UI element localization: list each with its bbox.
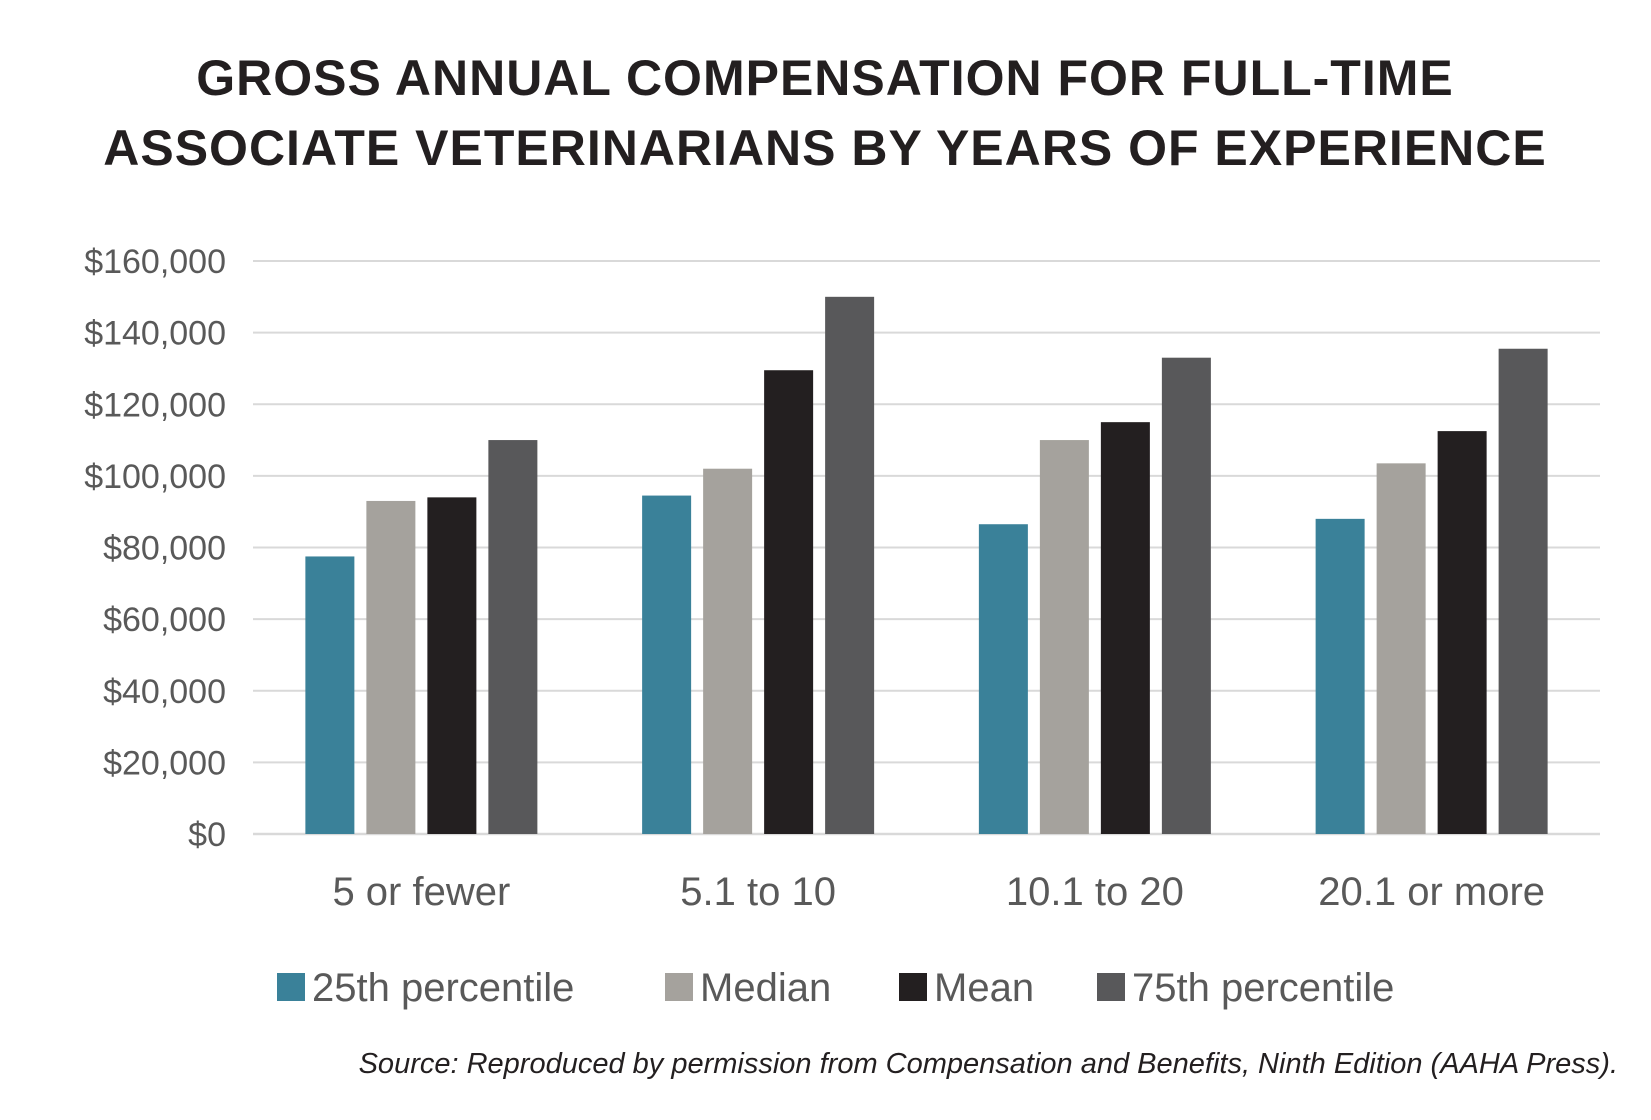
y-tick-label: $20,000 <box>103 744 226 782</box>
bar-75th-percentile-5-1-to-10 <box>825 296 875 834</box>
chart-title-line-1: GROSS ANNUAL COMPENSATION FOR FULL-TIME <box>196 50 1453 106</box>
bar-25th-percentile-5-1-to-10 <box>642 495 692 834</box>
y-tick-label: $40,000 <box>103 673 226 711</box>
chart-title: GROSS ANNUAL COMPENSATION FOR FULL-TIME … <box>103 50 1547 176</box>
y-tick-label: $160,000 <box>84 243 226 281</box>
bar-median-10-1-to-20 <box>1039 440 1089 834</box>
y-tick-label: $120,000 <box>84 386 226 424</box>
bar-median-5-or-fewer <box>366 500 416 834</box>
legend-label: 75th percentile <box>1132 966 1394 1010</box>
chart-title-line-2: ASSOCIATE VETERINARIANS BY YEARS OF EXPE… <box>103 120 1547 176</box>
bar-mean-10-1-to-20 <box>1100 422 1150 834</box>
bar-25th-percentile-5-or-fewer <box>305 556 355 834</box>
bar-median-20-1-or-more <box>1376 463 1426 834</box>
x-axis-category-labels: 5 or fewer 5.1 to 10 10.1 to 20 20.1 or mor… <box>332 870 1545 914</box>
y-tick-label: $60,000 <box>103 601 226 639</box>
source-note: Source: Reproduced by permission from Co… <box>359 1048 1618 1080</box>
legend-swatch <box>1097 973 1125 1001</box>
legend: 25th percentile Median Mean 75th percentile <box>277 966 1394 1010</box>
bar-median-5-1-to-10 <box>703 468 753 834</box>
bar-75th-percentile-20-1-or-more <box>1498 348 1548 834</box>
legend-label: 25th percentile <box>312 966 574 1010</box>
y-gridlines <box>253 260 1600 836</box>
bar-75th-percentile-5-or-fewer <box>488 440 538 834</box>
x-category-label: 5.1 to 10 <box>680 870 836 914</box>
legend-swatch <box>665 973 693 1001</box>
y-tick-label: $0 <box>188 816 226 854</box>
x-category-label: 5 or fewer <box>332 870 510 914</box>
legend-label: Mean <box>934 966 1034 1010</box>
bar-mean-20-1-or-more <box>1437 431 1487 834</box>
y-tick-label: $140,000 <box>84 315 226 353</box>
x-category-label: 20.1 or more <box>1318 870 1545 914</box>
bar-25th-percentile-20-1-or-more <box>1315 518 1365 834</box>
x-category-label: 10.1 to 20 <box>1006 870 1184 914</box>
y-axis-tick-labels: $0 $20,000 $40,000 $60,000 $80,000 $100,000 $1… <box>84 243 226 854</box>
legend-swatch <box>899 973 927 1001</box>
bar-mean-5-1-to-10 <box>764 370 814 834</box>
bar-75th-percentile-10-1-to-20 <box>1161 357 1211 834</box>
y-tick-label: $100,000 <box>84 458 226 496</box>
bar-mean-5-or-fewer <box>427 497 477 834</box>
bars <box>305 296 1548 834</box>
legend-swatch <box>277 973 305 1001</box>
legend-label: Median <box>700 966 831 1010</box>
bar-25th-percentile-10-1-to-20 <box>978 524 1028 834</box>
y-tick-label: $80,000 <box>103 530 226 568</box>
